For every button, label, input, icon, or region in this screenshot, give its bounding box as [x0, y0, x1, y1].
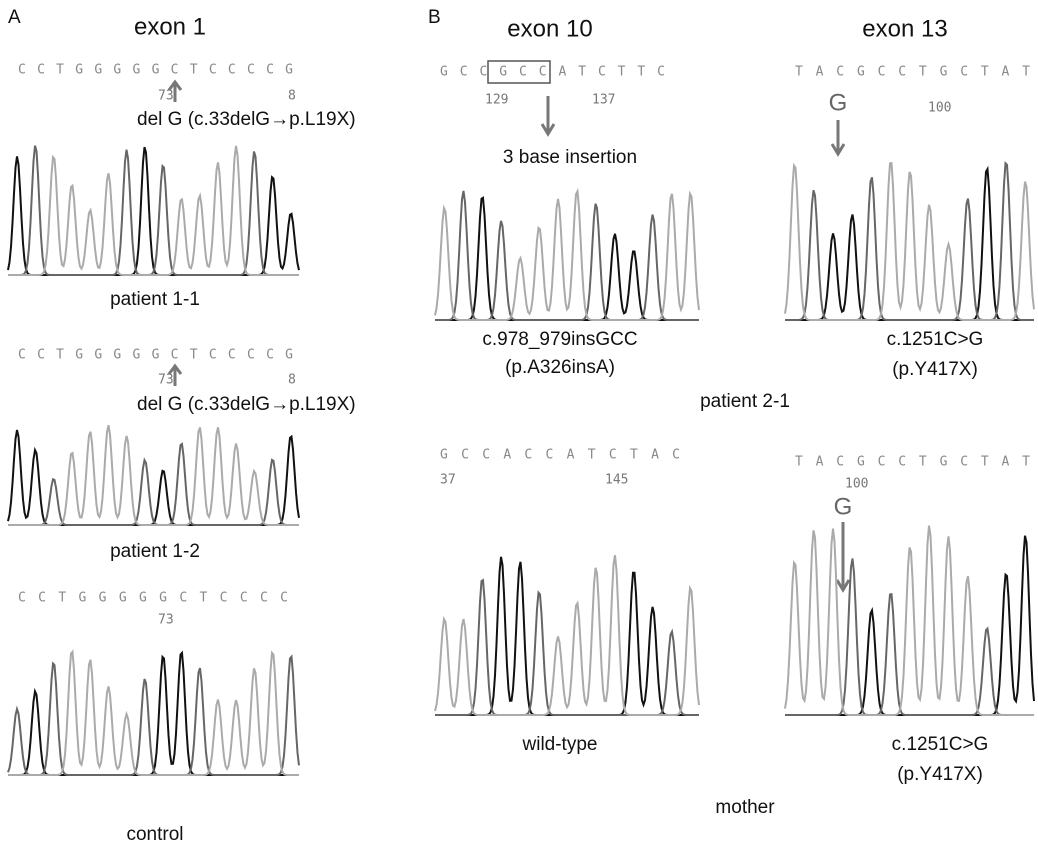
sample-name: mother — [715, 797, 775, 818]
figure: A exon 1 B exon 10 exon 13 CCTGGGGGCTCCC… — [0, 0, 1038, 849]
position: 129 — [485, 93, 508, 108]
arrow — [837, 522, 849, 590]
panel-label: B — [428, 7, 441, 28]
position: 8 — [288, 89, 296, 104]
position: 73 — [158, 373, 174, 388]
base: G — [829, 89, 848, 116]
annotation: wild-type — [522, 734, 598, 755]
protein: (p.A326insA) — [505, 357, 615, 378]
sequence: GCCGCCATCTTC — [440, 65, 665, 80]
protein: (p.Y417X) — [897, 764, 983, 785]
trace — [785, 526, 1034, 715]
position: 145 — [605, 473, 628, 488]
trace — [785, 169, 1034, 320]
trace — [8, 425, 299, 525]
sequence: CCTGGGGGCTCCCC — [18, 591, 288, 606]
annotation: 3 base insertion — [503, 147, 637, 168]
position: 73 — [158, 89, 174, 104]
trace — [785, 163, 1034, 320]
position: 137 — [592, 93, 615, 108]
arrow — [832, 120, 844, 154]
sequence: GCCACCATCTAC — [440, 448, 680, 463]
panel-label: A — [8, 7, 21, 28]
position: 73 — [158, 613, 174, 628]
sequence: TACGCCTGCTAT — [795, 455, 1030, 470]
sequence: TACGCCTGCTAT — [795, 65, 1030, 80]
sample-name: patient 2-1 — [700, 391, 790, 412]
trace — [8, 444, 299, 525]
annotation: del G (c.33delG→p.L19X) — [137, 109, 356, 130]
protein: (p.Y417X) — [892, 359, 978, 380]
arrow — [542, 96, 554, 134]
sample-name: patient 1-1 — [110, 289, 200, 310]
title: exon 13 — [862, 15, 947, 42]
sequence: CCTGGGGGCTCCCCG — [18, 348, 293, 363]
position: 8 — [288, 373, 296, 388]
position: 37 — [440, 473, 456, 488]
position: 100 — [928, 101, 951, 116]
position: 100 — [845, 477, 868, 492]
sequence: CCTGGGGGCTCCCCG — [18, 63, 293, 78]
sample-name: control — [126, 824, 183, 845]
sample-name: patient 1-2 — [110, 541, 200, 562]
mutation: c.1251C>G — [892, 734, 989, 755]
mutation: c.1251C>G — [887, 329, 984, 350]
trace — [785, 163, 1034, 320]
annotation: del G (c.33delG→p.L19X) — [137, 394, 356, 415]
mutation: c.978_979insGCC — [482, 329, 637, 350]
title: exon 1 — [134, 13, 206, 40]
title: exon 10 — [507, 15, 592, 42]
base: G — [834, 493, 853, 520]
